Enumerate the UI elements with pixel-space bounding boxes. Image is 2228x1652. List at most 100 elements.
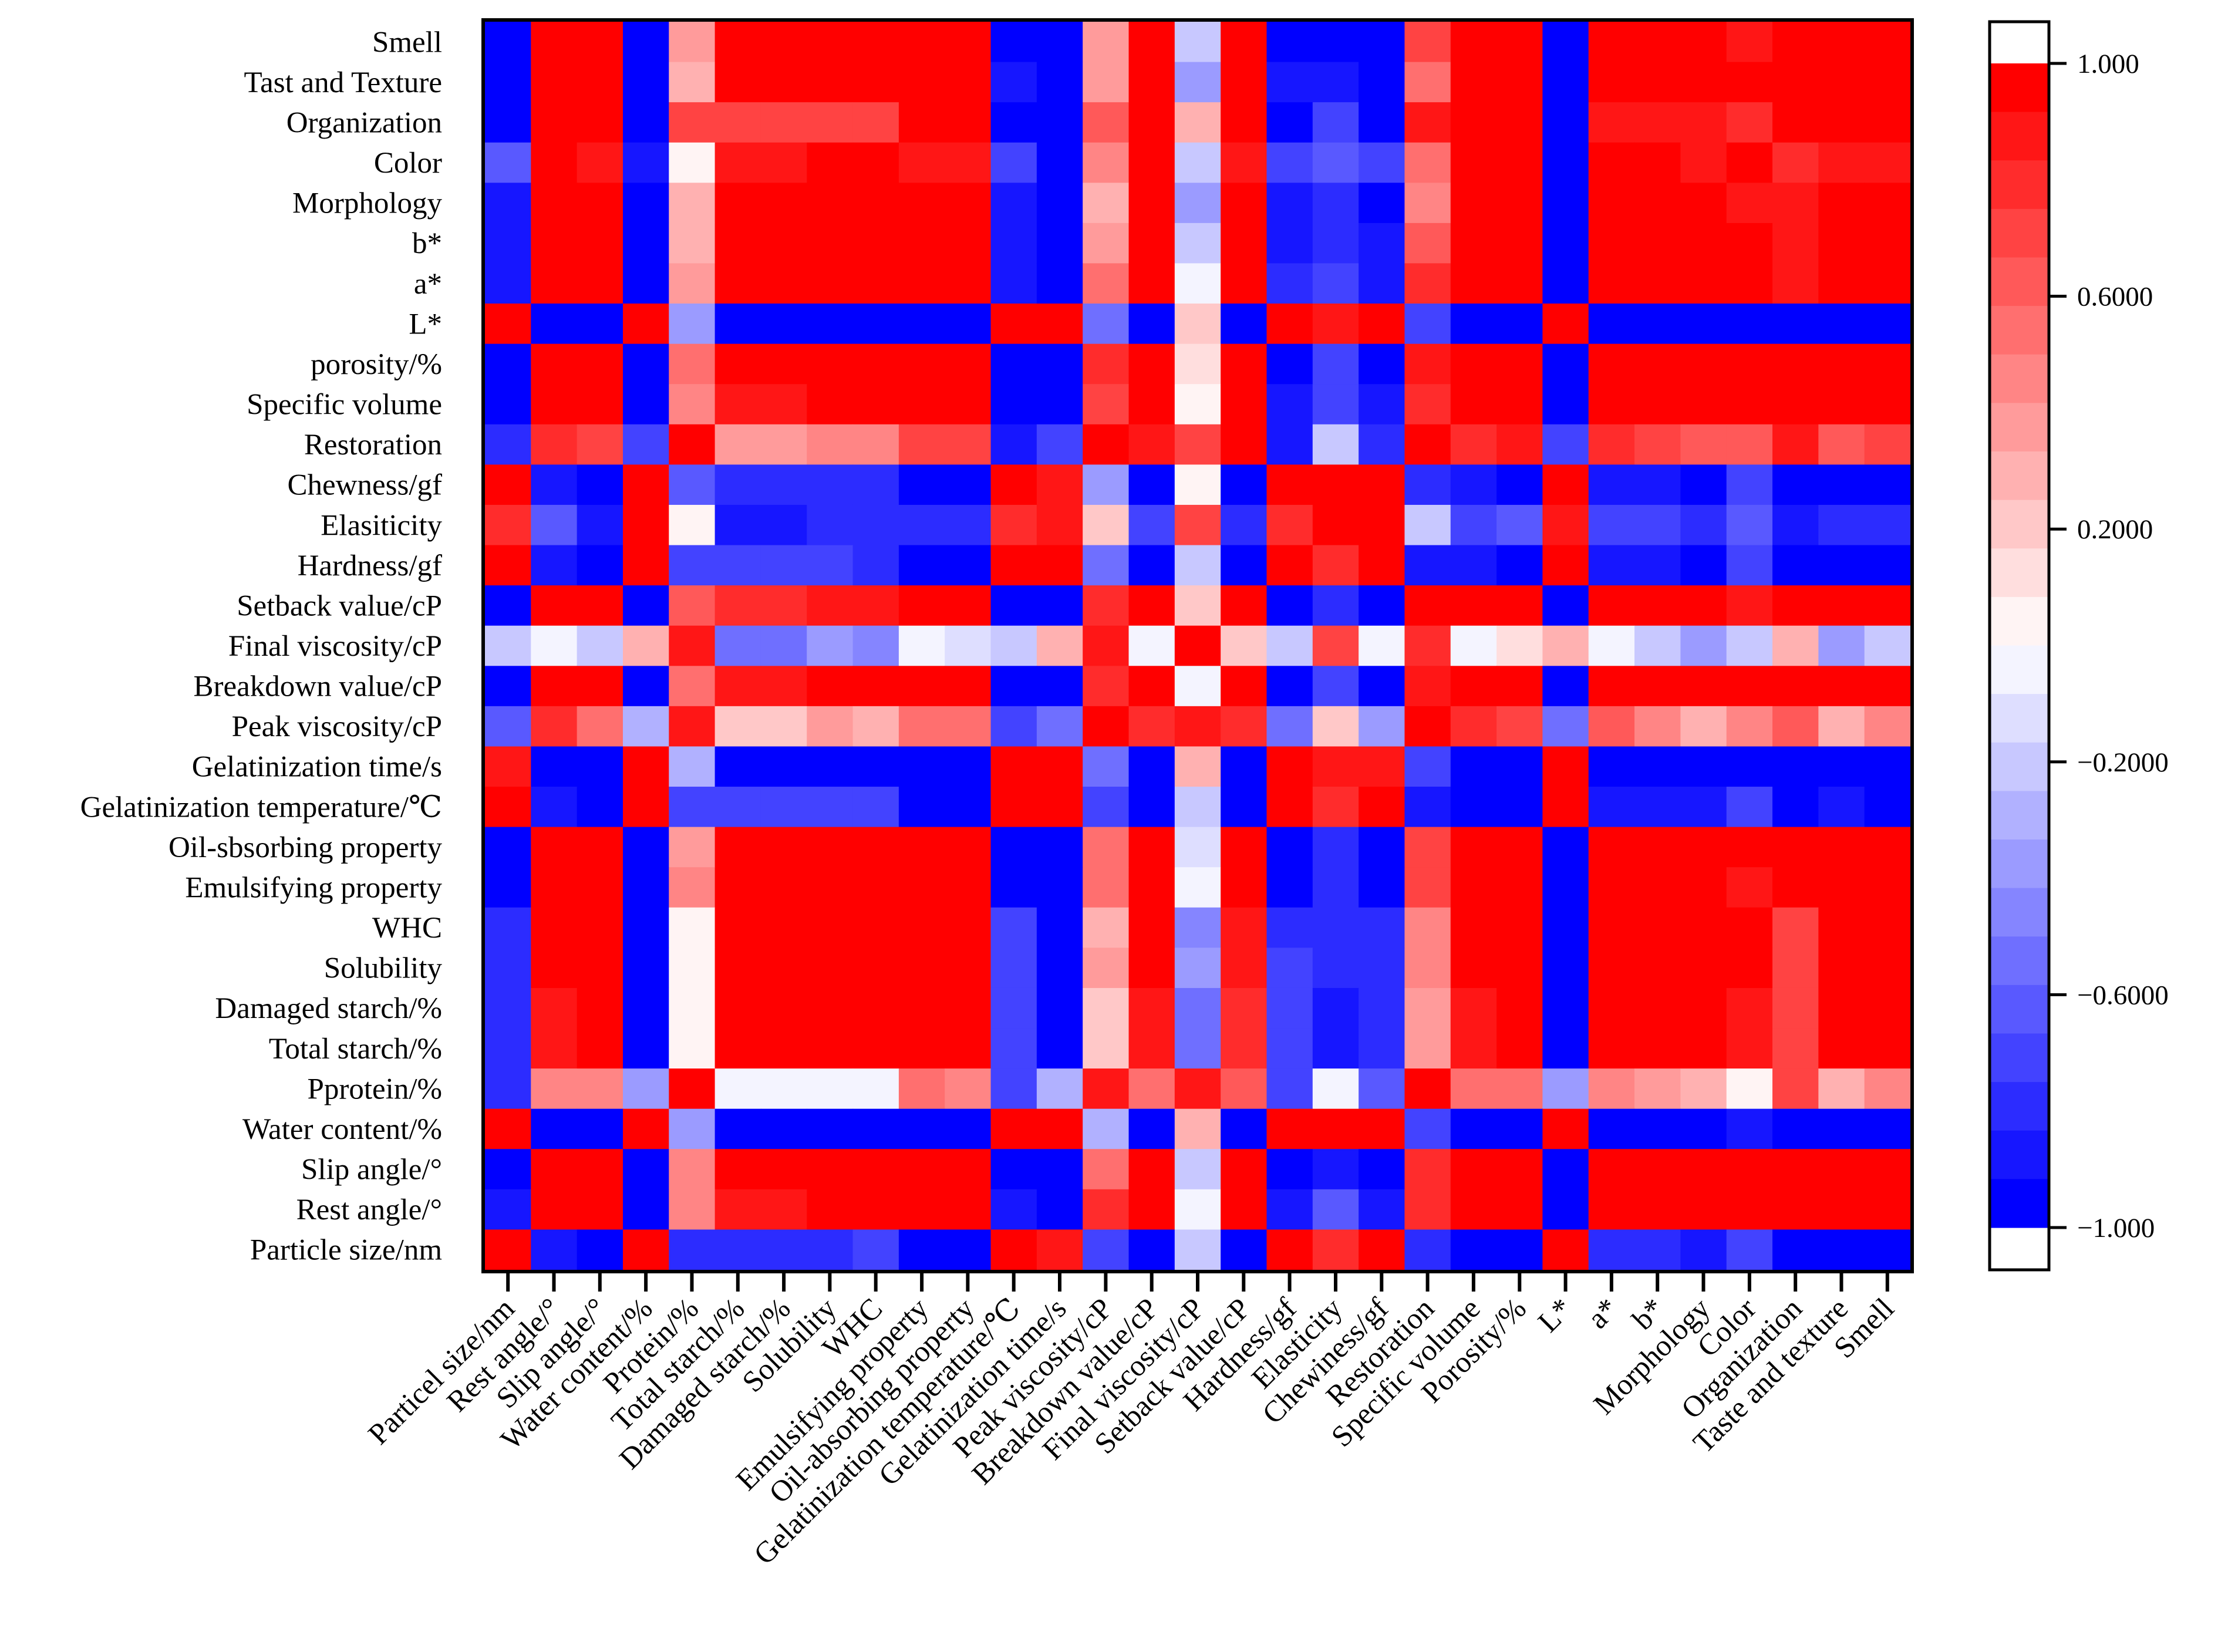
heatmap-cell <box>1083 464 1130 505</box>
heatmap-cell <box>1588 222 1635 264</box>
heatmap-cell <box>1404 222 1451 264</box>
heatmap-cell <box>1036 706 1083 747</box>
heatmap-cell <box>1772 504 1819 546</box>
heatmap-cell <box>1634 62 1681 103</box>
heatmap-cell <box>1036 304 1083 345</box>
heatmap-cell <box>990 545 1037 586</box>
heatmap-cell <box>1772 746 1819 787</box>
heatmap-cell <box>622 343 669 385</box>
heatmap-cell <box>945 706 992 747</box>
heatmap-cell <box>1221 384 1268 425</box>
heatmap-cell <box>1496 384 1543 425</box>
heatmap-cell <box>1174 907 1221 948</box>
heatmap-cell <box>531 625 578 666</box>
heatmap-cell <box>1680 787 1727 828</box>
heatmap-cell <box>1634 827 1681 868</box>
heatmap-cell <box>531 263 578 304</box>
heatmap-cell <box>714 948 761 989</box>
heatmap-cell <box>1634 464 1681 505</box>
heatmap-cell <box>898 585 945 626</box>
heatmap-cell <box>1726 666 1773 707</box>
heatmap-cell <box>945 585 992 626</box>
heatmap-cell <box>1496 625 1543 666</box>
heatmap-cell <box>1864 343 1911 385</box>
heatmap-cell <box>1266 867 1313 908</box>
heatmap-cell <box>1359 867 1405 908</box>
heatmap-cell <box>898 102 945 143</box>
heatmap-cell <box>852 666 899 707</box>
heatmap-cell <box>1266 706 1313 747</box>
heatmap-cell <box>1726 22 1773 63</box>
heatmap-cell <box>990 222 1037 264</box>
heatmap-cell <box>669 142 716 183</box>
heatmap-cell <box>1036 464 1083 505</box>
heatmap-cell <box>1772 545 1819 586</box>
heatmap-cell <box>1634 222 1681 264</box>
heatmap-cell <box>1404 987 1451 1029</box>
heatmap-cell <box>1588 706 1635 747</box>
heatmap-cell <box>1359 62 1405 103</box>
heatmap-cell <box>852 1229 899 1270</box>
heatmap-cell <box>714 102 761 143</box>
heatmap-cell <box>1634 706 1681 747</box>
column-ticks <box>506 1272 1889 1292</box>
heatmap-cell <box>945 384 992 425</box>
heatmap-cell <box>1174 263 1221 304</box>
heatmap-cell <box>1128 464 1175 505</box>
heatmap-cell <box>531 304 578 345</box>
heatmap-cell <box>577 22 623 63</box>
heatmap-cell <box>898 424 945 465</box>
heatmap-cell <box>1772 62 1819 103</box>
heatmap-cell <box>1634 424 1681 465</box>
heatmap-cell <box>485 22 531 63</box>
heatmap-cell <box>485 545 531 586</box>
heatmap-cell <box>1128 746 1175 787</box>
heatmap-cell <box>1359 585 1405 626</box>
heatmap-cell <box>1496 948 1543 989</box>
heatmap-cell <box>531 545 578 586</box>
heatmap-cell <box>1083 1028 1130 1069</box>
heatmap-cell <box>807 142 854 183</box>
heatmap-cell <box>1128 222 1175 264</box>
heatmap-cell <box>531 1068 578 1110</box>
heatmap-cell <box>669 787 716 828</box>
heatmap-cell <box>485 1068 531 1110</box>
heatmap-cell <box>485 304 531 345</box>
heatmap-cell <box>990 142 1037 183</box>
heatmap-cell <box>1359 827 1405 868</box>
heatmap-cell <box>990 1189 1037 1230</box>
heatmap-cell <box>1772 142 1819 183</box>
heatmap-cell <box>669 625 716 666</box>
heatmap-cell <box>1450 706 1497 747</box>
heatmap-cell <box>1266 907 1313 948</box>
heatmap-cell <box>622 625 669 666</box>
heatmap-cell <box>577 666 623 707</box>
heatmap-cell <box>760 384 807 425</box>
colorbar-tick-label: −0.6000 <box>2077 980 2169 1010</box>
heatmap-cell <box>1312 62 1359 103</box>
heatmap-cell <box>1174 183 1221 224</box>
colorbar-band <box>1990 306 2049 355</box>
heatmap-cell <box>1266 384 1313 425</box>
heatmap-cell <box>1083 62 1130 103</box>
heatmap-cell <box>669 343 716 385</box>
heatmap-cell <box>1726 1229 1773 1270</box>
heatmap-cell <box>1083 504 1130 546</box>
heatmap-cell <box>1542 1189 1589 1230</box>
heatmap-cell <box>990 384 1037 425</box>
heatmap-cell <box>577 867 623 908</box>
heatmap-cell <box>1588 948 1635 989</box>
heatmap-cell <box>669 867 716 908</box>
heatmap-cell <box>1174 222 1221 264</box>
heatmap-cell <box>1772 384 1819 425</box>
heatmap-cell <box>1680 948 1727 989</box>
heatmap-cell <box>622 304 669 345</box>
heatmap-cell <box>1772 827 1819 868</box>
heatmap-cell <box>577 304 623 345</box>
heatmap-cell <box>1174 142 1221 183</box>
heatmap-cell <box>714 545 761 586</box>
heatmap-cell <box>1266 1189 1313 1230</box>
heatmap-cell <box>760 706 807 747</box>
colorbar-band <box>1990 936 2049 986</box>
heatmap-cell <box>898 625 945 666</box>
